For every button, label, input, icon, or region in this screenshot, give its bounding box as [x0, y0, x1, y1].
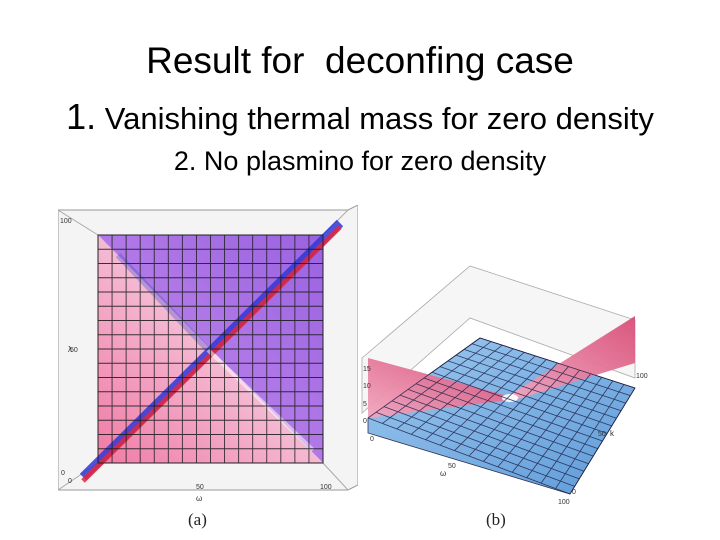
plot-b-x-axis-label: ω	[440, 469, 446, 478]
plot-a-x-tick-100: 100	[320, 484, 332, 491]
plot-b-z-tick-0: 0	[363, 418, 367, 425]
plot-b-grid	[367, 337, 636, 495]
density-plot-a: ω λ 0 50 100 0 50 100	[58, 205, 358, 503]
plot-b-left-ridge	[368, 358, 508, 418]
plot-a-y-tick-50: 50	[70, 347, 78, 354]
plot-b-x-tick-0: 0	[370, 436, 374, 443]
plot-b-grid-line	[555, 384, 625, 489]
plot-b-z-tick-5: 5	[363, 401, 367, 408]
figure-a-caption: (a)	[188, 510, 207, 529]
surface-plot-b: 15 10 5 0 0 50 100 ω 100 50 k 0	[361, 265, 648, 506]
plot-b-z-tick-10: 10	[363, 383, 371, 390]
plot-b-grid-line	[439, 366, 612, 427]
result-line-1-text: Vanishing thermal mass for zero density	[96, 101, 654, 136]
plot-b-grid-line	[497, 369, 580, 468]
plot-b-z-tick-15: 15	[363, 366, 371, 373]
plot-b-y-axis-label: k	[610, 429, 615, 438]
plot-a-x-tick-0: 0	[68, 478, 72, 485]
plot-b-grid-line	[479, 337, 636, 389]
plot-b-y-tick-0: 0	[572, 489, 576, 496]
plot-b-grid-line	[526, 377, 603, 478]
plot-a-y-tick-100: 100	[60, 218, 72, 225]
plot-b-grid-line	[447, 360, 617, 419]
result-line-2: 2. No plasmino for zero density	[173, 146, 547, 176]
figure-b-caption: (b)	[486, 510, 506, 529]
plot-b-x-tick-50: 50	[448, 463, 456, 470]
plot-b-right-ridge	[508, 316, 635, 400]
plot-b-grid-line	[463, 349, 626, 404]
plot-b-y-tick-50: 50	[598, 431, 606, 438]
plot-b-grid-line	[483, 366, 569, 462]
plot-b-grid-line	[471, 343, 631, 396]
slide-title: Result for deconfing case	[146, 40, 574, 81]
plot-a-y-axis-label: λ	[68, 345, 72, 354]
plot-b-grid-line	[431, 371, 608, 434]
result-line-1-number: 1.	[66, 96, 97, 137]
plot-b-grid-line	[569, 387, 636, 495]
plot-b-grid-line	[540, 380, 614, 484]
plot-a-x-axis-label: ω	[196, 494, 202, 503]
plot-a-y-tick-0: 0	[61, 470, 65, 477]
plot-b-grid-line	[468, 362, 558, 457]
plot-b-grid-line	[511, 373, 592, 473]
plot-b-x-tick-100: 100	[558, 499, 570, 506]
plot-a-x-tick-50: 50	[196, 484, 204, 491]
plot-b-box	[361, 265, 636, 414]
plot-b-y-tick-100: 100	[636, 373, 648, 380]
result-line-1: 1. Vanishing thermal mass for zero densi…	[0, 96, 720, 138]
plot-b-grid-line	[455, 354, 622, 412]
